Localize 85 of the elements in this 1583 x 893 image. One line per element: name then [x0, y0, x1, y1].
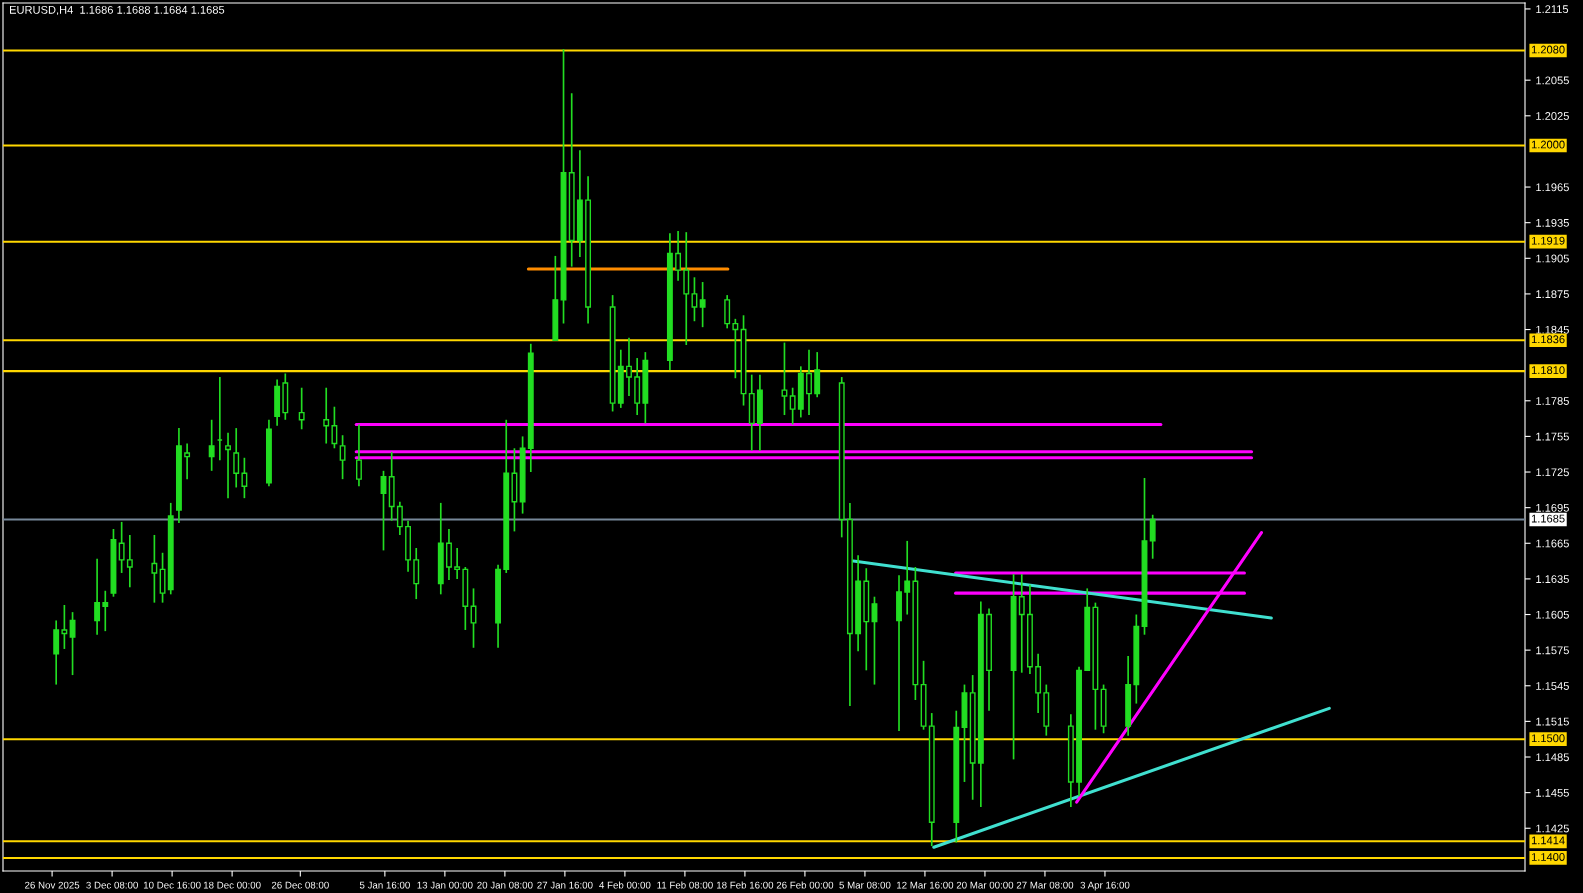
y-tick-label: 1.1515: [1536, 717, 1569, 726]
candlestick: [732, 318, 739, 380]
x-tick-label: 27 Jan 16:00: [537, 881, 593, 889]
candlestick: [208, 418, 215, 472]
candlestick: [339, 434, 346, 480]
x-tick-label: 20 Mar 00:00: [956, 881, 1014, 889]
candlestick: [323, 386, 330, 445]
candlestick: [233, 427, 240, 489]
y-tick-label: 1.1785: [1536, 397, 1569, 405]
candlestick: [126, 534, 133, 589]
x-tick-label: 27 Mar 08:00: [1016, 881, 1074, 889]
candlestick: [1018, 573, 1025, 674]
candlestick: [691, 276, 698, 323]
x-tick-label: 5 Jan 16:00: [359, 881, 410, 889]
y-tick-label: 1.2025: [1536, 112, 1569, 120]
candlestick: [413, 547, 420, 600]
x-tick-label: 3 Dec 08:00: [86, 881, 138, 889]
x-tick-label: 20 Jan 08:00: [477, 881, 533, 889]
x-tick-label: 26 Feb 00:00: [776, 881, 834, 889]
candlestick: [184, 442, 191, 480]
ref-line-label: 1.1414: [1531, 836, 1565, 845]
y-tick-label: 1.1665: [1536, 539, 1569, 548]
candlestick: [118, 521, 125, 574]
candlestick: [225, 432, 231, 499]
candlestick: [814, 351, 821, 399]
candlestick: [241, 456, 248, 499]
candlestick: [454, 547, 461, 580]
y-tick-label: 1.1935: [1536, 218, 1569, 227]
candlestick: [102, 589, 109, 632]
y-tick-label: 1.1545: [1536, 682, 1569, 690]
ref-line-label: 1.1685: [1531, 514, 1565, 523]
x-tick-label: 26 Dec 08:00: [271, 881, 329, 889]
x-tick-label: 10 Dec 16:00: [143, 881, 201, 889]
y-tick-label: 1.1725: [1536, 468, 1569, 477]
x-tick-label: 5 Mar 08:00: [839, 881, 891, 889]
ref-line-label: 1.1919: [1531, 236, 1565, 245]
ref-line-label: 1.2080: [1531, 45, 1565, 54]
y-tick-label: 1.1965: [1536, 183, 1569, 192]
y-tick-label: 1.1425: [1536, 824, 1569, 833]
x-tick-label: 13 Jan 00:00: [417, 881, 473, 889]
candlestick: [904, 540, 911, 616]
candlestick: [356, 423, 362, 488]
y-tick-label: 1.1575: [1536, 646, 1569, 655]
candlestick: [724, 294, 731, 330]
candlestick: [94, 557, 101, 636]
y-tick-label: 1.1485: [1536, 753, 1569, 762]
x-tick-label: 11 Feb 08:00: [657, 881, 713, 889]
ref-line-label: 1.1500: [1531, 734, 1565, 743]
candlestick: [446, 528, 452, 581]
x-tick-label: 4 Feb 00:00: [599, 881, 651, 889]
y-tick-label: 1.1755: [1536, 432, 1569, 441]
ref-line-label: 1.1400: [1531, 853, 1565, 861]
candlestick: [806, 348, 812, 416]
candlestick: [683, 231, 690, 346]
x-tick-label: 26 Nov 2025: [25, 881, 80, 889]
candlestick: [699, 281, 706, 328]
candlestick: [626, 337, 632, 397]
y-tick-label: 1.1845: [1536, 325, 1569, 334]
candlestick: [53, 619, 60, 686]
candlestick: [61, 604, 68, 650]
y-tick-label: 1.2115: [1536, 5, 1569, 14]
candlestick: [331, 405, 338, 450]
candlestick: [675, 230, 682, 282]
y-tick-label: 1.1455: [1536, 789, 1569, 797]
y-tick-label: 1.1635: [1536, 575, 1569, 584]
x-tick-label: 12 Mar 16:00: [897, 881, 954, 889]
y-tick-label: 1.1905: [1536, 254, 1569, 263]
y-tick-label: 1.2055: [1536, 76, 1569, 85]
x-tick-label: 18 Dec 00:00: [203, 881, 261, 889]
candlestick: [1149, 513, 1156, 560]
ref-line-label: 1.1810: [1531, 366, 1565, 375]
candlestick: [396, 500, 403, 536]
x-tick-label: 18 Feb 16:00: [717, 881, 774, 889]
ref-line-label: 1.2000: [1531, 140, 1565, 149]
candlestick: [298, 386, 305, 431]
y-tick-label: 1.1605: [1536, 610, 1569, 619]
x-tick-label: 3 Apr 16:00: [1080, 881, 1130, 891]
candlestick: [159, 551, 166, 604]
candlestick: [151, 534, 158, 604]
y-tick-label: 1.1695: [1536, 503, 1569, 512]
chart-title: EURUSD,H4 1.1686 1.1688 1.1684 1.1685: [10, 5, 225, 16]
candlestick: [789, 386, 796, 426]
y-tick-label: 1.1875: [1536, 290, 1569, 299]
ref-line-label: 1.1836: [1531, 335, 1565, 344]
candlestick: [781, 341, 788, 416]
